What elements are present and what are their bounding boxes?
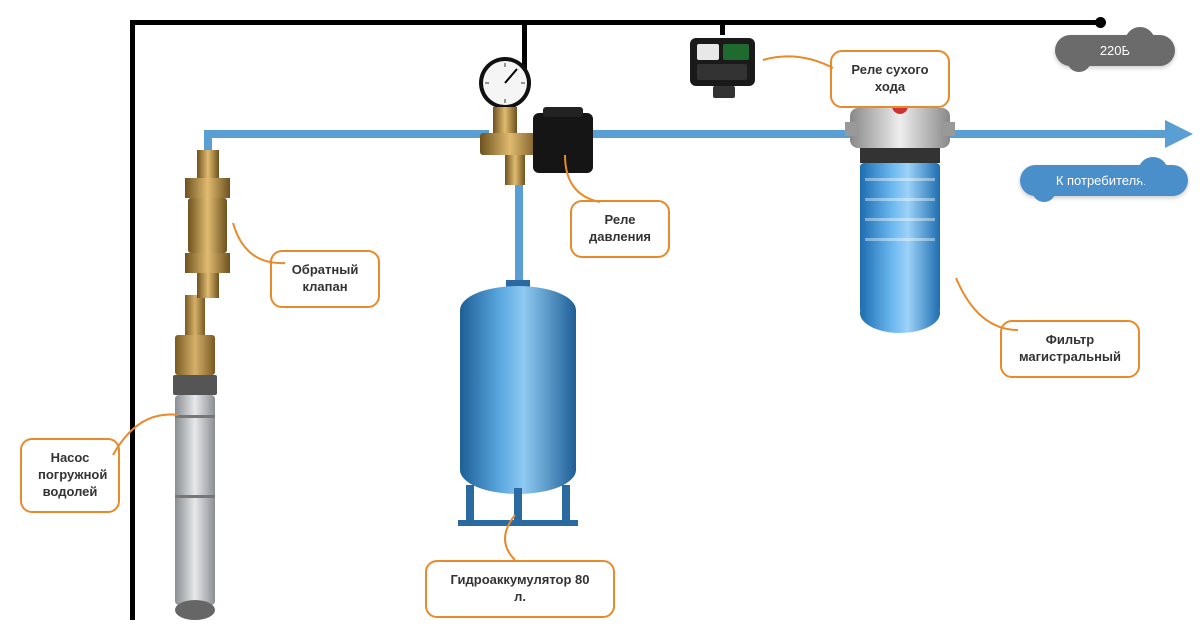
accumulator (448, 280, 588, 530)
label-accumulator: Гидроаккумулятор 80 л. (425, 560, 615, 618)
label-pump: Насос погружной водолей (20, 438, 120, 513)
cloud-consumers-text: К потребителям (1056, 173, 1152, 188)
label-dry-run-text: Реле сухого хода (851, 62, 928, 94)
label-dry-run: Реле сухого хода (830, 50, 950, 108)
label-filter-text: Фильтр магистральный (1019, 332, 1121, 364)
pump (165, 295, 225, 625)
wire-end-dot (1095, 17, 1106, 28)
pipe (204, 130, 489, 138)
pointer-icon (560, 150, 620, 210)
cloud-consumers: К потребителям (1020, 165, 1188, 196)
label-check-valve-text: Обратный клапан (292, 262, 359, 294)
wire (130, 20, 1100, 25)
filter (845, 98, 955, 343)
pointer-icon (108, 400, 188, 460)
pointer-icon (225, 215, 295, 275)
pointer-icon (948, 270, 1028, 340)
label-pressure-switch-text: Реле давления (589, 212, 651, 244)
flow-arrow-icon (1165, 120, 1193, 148)
wire (130, 20, 135, 620)
pointer-icon (758, 50, 838, 90)
cloud-voltage-text: 220В (1100, 43, 1130, 58)
label-pump-text: Насос погружной водолей (38, 450, 107, 499)
dry-run-relay (685, 30, 760, 100)
cloud-voltage: 220В (1055, 35, 1175, 66)
label-accumulator-text: Гидроаккумулятор 80 л. (451, 572, 590, 604)
pointer-icon (490, 510, 540, 565)
